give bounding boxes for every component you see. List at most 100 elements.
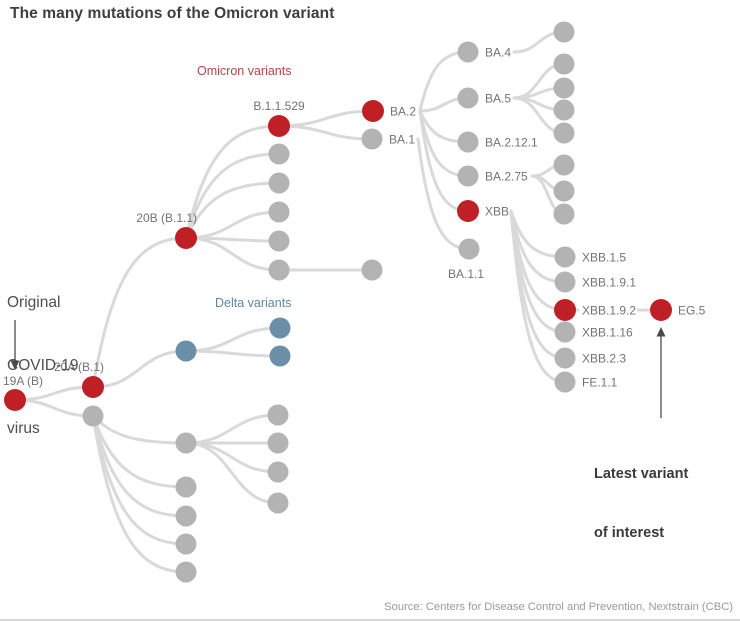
node-L1 — [553, 21, 575, 43]
node-label-BA.2.75: BA.2.75 — [485, 170, 528, 184]
node-L3 — [553, 77, 575, 99]
node-L4 — [553, 99, 575, 121]
node-label-FE.1.1: FE.1.1 — [582, 376, 618, 390]
node-EG.5 — [650, 299, 672, 321]
edge-n20B-g2 — [184, 181, 281, 240]
node-g5 — [268, 259, 290, 281]
node-c4 — [267, 492, 289, 514]
original-virus-annotation: Original COVID-19 virus — [7, 250, 79, 481]
node-label-XBB: XBB — [485, 205, 509, 219]
node-L8 — [553, 203, 575, 225]
edge-n20A-deltaP — [91, 349, 188, 389]
node-label-BA.4: BA.4 — [485, 46, 511, 60]
node-label-BA.2.12.1: BA.2.12.1 — [485, 136, 538, 150]
edge-n20A-n20B — [91, 236, 188, 389]
node-label-BA.1.1: BA.1.1 — [448, 267, 484, 281]
edge-ba1-ba11 — [416, 137, 471, 251]
original-virus-line1: Original — [7, 294, 61, 311]
node-c2 — [267, 432, 289, 454]
node-label-BA.5: BA.5 — [485, 92, 511, 106]
edge-deltaP-d2 — [184, 349, 282, 358]
node-g4 — [268, 230, 290, 252]
node-BA.5 — [457, 87, 479, 109]
original-virus-line3: virus — [7, 420, 40, 437]
node-B.1.1.529 — [268, 115, 290, 137]
node-g3 — [268, 201, 290, 223]
node-label-XBB.1.9.2: XBB.1.9.2 — [582, 304, 636, 318]
edge-n20B-g1 — [184, 152, 281, 240]
node-g2 — [268, 172, 290, 194]
node-label-B.1.1.529: B.1.1.529 — [253, 99, 305, 113]
node-BA.4 — [457, 41, 479, 63]
omicron-variants-label: Omicron variants — [197, 64, 292, 78]
node-L5 — [553, 122, 575, 144]
node-BA.1.1 — [458, 238, 480, 260]
node-label-EG.5: EG.5 — [678, 304, 706, 318]
edge-deltaP-d1 — [184, 326, 282, 353]
node-g1 — [268, 143, 290, 165]
edge-n20B-b529 — [184, 124, 281, 240]
node-label-19A (B): 19A (B) — [3, 374, 43, 388]
source-credit: Source: Centers for Disease Control and … — [384, 601, 733, 613]
node-XBB.1.9.2 — [554, 299, 576, 321]
node-label-XBB.1.9.1: XBB.1.9.1 — [582, 276, 636, 290]
edge-f1-c4 — [184, 441, 280, 505]
node-L6 — [553, 154, 575, 176]
node-f4 — [175, 533, 197, 555]
node-deltaP — [175, 340, 197, 362]
latest-variant-annotation: Latest variant of interest — [594, 426, 688, 582]
node-BA.2 — [362, 100, 384, 122]
node-label-XBB.2.3: XBB.2.3 — [582, 352, 626, 366]
node-f3 — [175, 505, 197, 527]
node-c3 — [267, 461, 289, 483]
node-label-BA.2: BA.2 — [390, 105, 416, 119]
node-XBB.1.5 — [554, 246, 576, 268]
page-title: The many mutations of the Omicron varian… — [10, 5, 335, 22]
node-d1 — [269, 317, 291, 339]
latest-variant-line1: Latest variant — [594, 466, 689, 482]
node-label-20A (B.1): 20A (B.1) — [54, 360, 104, 374]
edge-f1-c1 — [184, 413, 280, 445]
node-20A (B.1) — [82, 376, 104, 398]
node-f1 — [175, 432, 197, 454]
node-label-20B (B.1.1): 20B (B.1.1) — [136, 211, 197, 225]
label-bg-XBB.1.9.2 — [579, 302, 637, 318]
edge-n20B-g5 — [184, 236, 281, 272]
node-f5 — [175, 561, 197, 583]
node-label-XBB.1.5: XBB.1.5 — [582, 251, 626, 265]
node-XBB — [457, 200, 479, 222]
origin-arrow — [10, 320, 20, 370]
edge-b529-ba2 — [277, 109, 375, 128]
node-label-XBB.1.16: XBB.1.16 — [582, 326, 633, 340]
node-XBB.2.3 — [554, 347, 576, 369]
edge-f1-c3 — [184, 441, 280, 474]
node-XBB.1.9.1 — [554, 271, 576, 293]
node-d2 — [269, 345, 291, 367]
latest-variant-arrow — [656, 327, 666, 418]
delta-variants-label: Delta variants — [215, 296, 292, 310]
edge-grayRoot-f3 — [91, 414, 188, 518]
latest-variant-line2: of interest — [594, 524, 665, 541]
node-20B (B.1.1) — [175, 227, 197, 249]
edge-grayRoot-f1 — [91, 414, 188, 445]
node-XBB.1.16 — [554, 321, 576, 343]
node-BA.2.75 — [457, 165, 479, 187]
node-BA.1 — [361, 128, 383, 150]
node-grayRoot — [82, 405, 104, 427]
original-virus-line2: COVID-19 — [7, 357, 79, 374]
node-19A (B) — [4, 389, 26, 411]
edge-b529-ba1 — [277, 124, 374, 141]
tree-node-labels: 19A (B) 20A (B.1) 20B (B.1.1) B.1.1.529 BA.2… — [3, 46, 706, 390]
node-label-BA.1: BA.1 — [389, 133, 415, 147]
edge-grayRoot-f2 — [91, 414, 188, 489]
tree-nodes — [4, 21, 672, 583]
edge-grayRoot-f5 — [91, 414, 188, 574]
node-f2 — [175, 476, 197, 498]
node-c1 — [267, 404, 289, 426]
node-L2 — [553, 53, 575, 75]
node-L7 — [553, 180, 575, 202]
node-BA.2.12.1 — [457, 131, 479, 153]
node-g6 — [361, 259, 383, 281]
